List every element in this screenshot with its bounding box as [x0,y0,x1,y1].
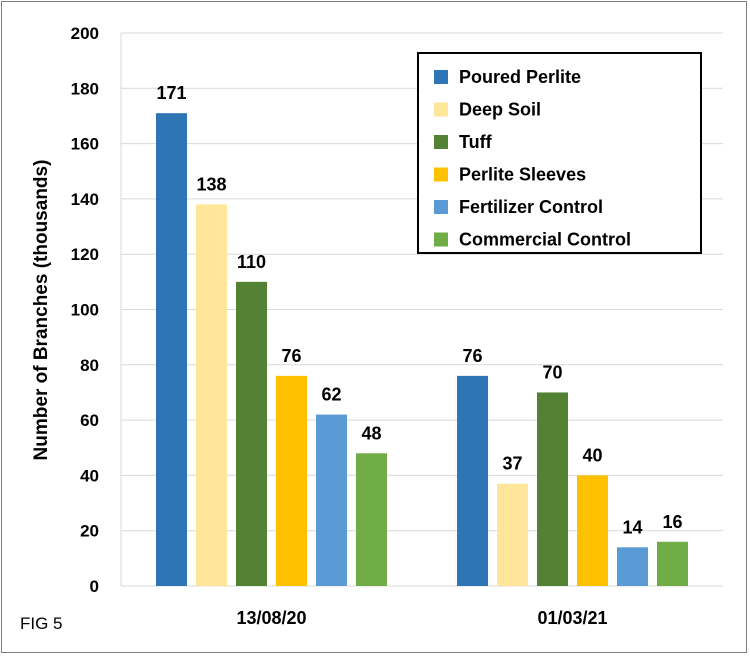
bar [617,547,648,586]
x-tick-labels: 13/08/20 01/03/21 [236,608,607,628]
bars [156,113,688,586]
data-label: 16 [662,512,682,532]
value-labels: 171 138 110 76 62 48 76 37 70 40 14 16 [156,83,682,537]
legend-label: Deep Soil [459,100,541,120]
data-label: 62 [321,385,341,405]
data-label: 48 [361,423,381,443]
bar [497,483,528,586]
data-label: 76 [462,346,482,366]
data-label: 171 [156,83,186,103]
legend: Poured Perlite Deep Soil Tuff Perlite Sleev… [417,52,702,254]
legend-swatch [434,167,448,182]
bar [356,453,387,586]
data-label: 70 [542,362,562,382]
bar [156,113,187,586]
data-label: 76 [281,346,301,366]
legend-swatch [434,200,448,214]
y-tick-label: 20 [80,522,99,541]
bar [457,375,488,586]
legend-label: Perlite Sleeves [459,165,586,185]
data-label: 37 [502,454,522,474]
bar [316,414,347,586]
y-tick-label: 120 [71,245,99,264]
bar [577,475,608,586]
data-label: 40 [582,445,602,465]
bar [537,392,568,586]
bar [276,375,307,586]
legend-box [417,52,702,254]
legend-swatch [434,135,448,149]
y-tick-label: 60 [80,411,99,430]
data-label: 110 [237,252,266,272]
y-tick-label: 160 [71,135,99,154]
legend-label: Commercial Control [459,230,631,250]
y-tick-labels: 0 20 40 60 80 100 120 140 160 180 200 [71,24,99,596]
bar [196,204,227,586]
legend-label: Fertilizer Control [459,197,603,217]
y-tick-label: 100 [71,301,99,320]
bar [657,541,688,586]
y-tick-label: 80 [80,356,99,375]
bar [236,281,267,586]
y-tick-label: 40 [80,466,99,485]
data-label: 138 [196,174,226,194]
legend-swatch [434,102,448,117]
legend-swatch [434,232,448,247]
y-tick-label: 200 [71,24,99,43]
legend-swatch [434,70,448,84]
x-tick-label: 13/08/20 [236,608,306,628]
legend-label: Tuff [459,132,493,152]
y-tick-label: 140 [71,190,99,209]
legend-label: Poured Perlite [459,67,581,87]
figure-label: FIG 5 [20,614,63,633]
y-tick-label: 180 [71,79,99,98]
data-label: 14 [622,517,642,537]
y-tick-label: 0 [90,577,99,596]
y-axis-label: Number of Branches (thousands) [31,160,52,461]
x-tick-label: 01/03/21 [537,608,607,628]
